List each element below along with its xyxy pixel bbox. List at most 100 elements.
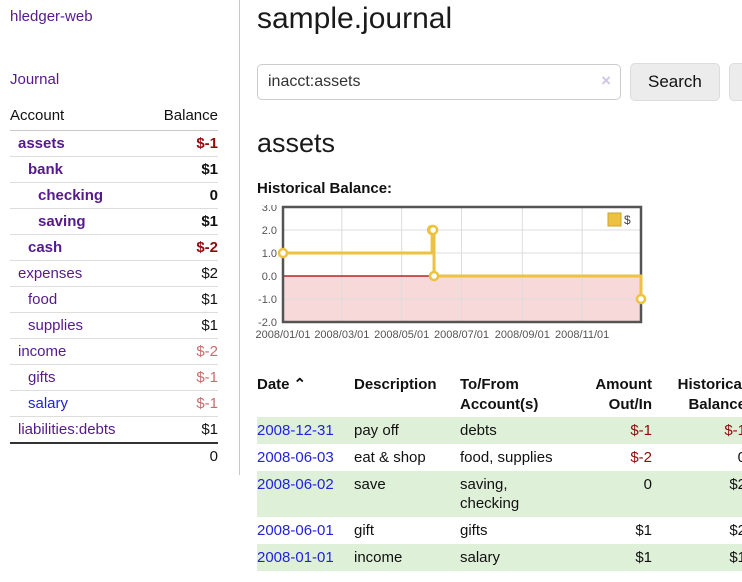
- transaction-date-link[interactable]: 2008-06-03: [257, 449, 334, 466]
- account-link[interactable]: checking: [38, 187, 104, 204]
- chart-title: Historical Balance:: [257, 180, 393, 197]
- svg-text:2008/11/01: 2008/11/01: [555, 329, 609, 341]
- account-link[interactable]: assets: [18, 135, 65, 152]
- account-balance: $1: [147, 416, 218, 443]
- transaction-date-link[interactable]: 2008-06-02: [257, 476, 334, 493]
- account-balance: 0: [147, 182, 218, 209]
- historical-balance-chart: 3.0 2.0 1.0 0.0 -1.0 -2.0 2008/01/01 2008/03/01…: [253, 202, 742, 349]
- search-box: ×: [257, 64, 621, 100]
- transaction-balance: $1: [729, 549, 742, 566]
- account-row: assets $-1: [10, 131, 218, 157]
- main-content: sample.journal × Search ? assets Histori…: [240, 0, 742, 571]
- transaction-description: pay off: [354, 422, 399, 439]
- search-button[interactable]: Search: [630, 63, 720, 101]
- transaction-date-link[interactable]: 2008-06-01: [257, 522, 334, 539]
- app-title-link[interactable]: hledger-web: [10, 8, 93, 25]
- transaction-description: gift: [354, 522, 375, 539]
- account-balance: $1: [147, 312, 218, 339]
- account-heading: assets: [257, 128, 336, 158]
- transaction-balance: $2: [729, 476, 742, 493]
- transaction-date-link[interactable]: 2008-01-01: [257, 549, 334, 566]
- transaction-description: eat & shop: [354, 449, 426, 466]
- register-header-row: Date ⌃ Description To/From Account(s) Amount O…: [257, 373, 742, 417]
- account-balance: $-1: [147, 390, 218, 417]
- svg-text:0.0: 0.0: [262, 271, 277, 283]
- accounts-total-row: 0: [10, 442, 218, 469]
- transaction-balance: 0: [737, 449, 742, 466]
- accounts-table-body: assets $-1 bank $1 checking 0 saving $1 cash $-2 e…: [10, 131, 218, 443]
- transaction-amount: $-2: [630, 449, 652, 466]
- account-balance: $1: [147, 286, 218, 313]
- account-balance: $-2: [147, 234, 218, 261]
- clear-search-icon[interactable]: ×: [601, 71, 611, 90]
- account-link[interactable]: income: [18, 343, 67, 360]
- svg-text:$: $: [624, 213, 631, 227]
- account-row: expenses $2: [10, 260, 218, 287]
- search-row: × Search ?: [257, 63, 742, 101]
- svg-text:2008/03/01: 2008/03/01: [314, 329, 369, 341]
- transaction-description: save: [354, 476, 386, 493]
- caret-up-icon[interactable]: ⌃: [293, 376, 307, 393]
- account-link[interactable]: gifts: [28, 369, 56, 386]
- accounts-header-account: Account: [10, 105, 148, 131]
- svg-text:2008/09/01: 2008/09/01: [495, 329, 550, 341]
- svg-text:-2.0: -2.0: [258, 317, 277, 329]
- account-row: cash $-2: [10, 234, 218, 261]
- page-title: sample.journal: [257, 2, 453, 35]
- transaction-accounts: gifts: [460, 522, 488, 539]
- account-balance: $2: [147, 260, 218, 287]
- transaction-amount: 0: [643, 476, 652, 493]
- transaction-amount: $1: [635, 549, 652, 566]
- svg-text:2008/05/01: 2008/05/01: [374, 329, 429, 341]
- account-link[interactable]: salary: [28, 395, 69, 412]
- transaction-row: 2008-06-03 eat & shop food, supplies $-2 0: [257, 444, 742, 471]
- transaction-row: 2008-01-01 income salary $1 $1: [257, 544, 742, 571]
- svg-text:2.0: 2.0: [262, 225, 277, 237]
- account-link[interactable]: cash: [28, 239, 63, 256]
- register-header-balance: Historical Balance: [677, 376, 742, 413]
- sidebar-item-journal[interactable]: Journal: [10, 71, 60, 88]
- transaction-accounts: salary: [460, 549, 501, 566]
- account-row: salary $-1: [10, 390, 218, 417]
- account-row: bank $1: [10, 156, 218, 183]
- account-row: saving $1: [10, 208, 218, 235]
- svg-text:2008/07/01: 2008/07/01: [434, 329, 489, 341]
- account-link[interactable]: saving: [38, 213, 86, 230]
- account-balance: $-2: [147, 338, 218, 365]
- accounts-total-value: 0: [147, 442, 218, 469]
- account-link[interactable]: bank: [28, 161, 64, 178]
- account-link[interactable]: food: [28, 291, 58, 308]
- transaction-row: 2008-06-01 gift gifts $1 $2: [257, 517, 742, 544]
- account-balance: $1: [147, 208, 218, 235]
- accounts-table: Account Balance assets $-1 bank $1 checking 0…: [10, 105, 218, 469]
- search-help-button[interactable]: ?: [728, 63, 742, 101]
- svg-text:-1.0: -1.0: [258, 294, 277, 306]
- register-header-amount: Amount Out/In: [595, 376, 652, 413]
- account-row: liabilities:debts $1: [10, 416, 218, 443]
- register-table: Date ⌃ Description To/From Account(s) Amount O…: [257, 373, 742, 571]
- register-header-date[interactable]: Date ⌃: [257, 376, 307, 393]
- register-table-body: 2008-12-31 pay off debts $-1 $-1 2008-06-03 ea…: [257, 417, 742, 571]
- svg-text:2008/01/01: 2008/01/01: [255, 329, 310, 341]
- account-row: supplies $1: [10, 312, 218, 339]
- transaction-description: income: [354, 549, 403, 566]
- account-row: gifts $-1: [10, 364, 218, 391]
- account-row: checking 0: [10, 182, 218, 209]
- transaction-accounts: saving, checking: [460, 476, 520, 512]
- register-header-description: Description: [354, 376, 437, 393]
- transaction-date-link[interactable]: 2008-12-31: [257, 422, 334, 439]
- search-input[interactable]: [257, 64, 621, 100]
- transaction-accounts: food, supplies: [460, 449, 553, 466]
- account-link[interactable]: expenses: [18, 265, 83, 282]
- register-header-accounts: To/From Account(s): [460, 376, 539, 413]
- account-balance: $1: [147, 156, 218, 183]
- account-row: food $1: [10, 286, 218, 313]
- transaction-amount: $-1: [630, 422, 652, 439]
- account-link[interactable]: liabilities:debts: [18, 421, 116, 438]
- transaction-row: 2008-06-02 save saving, checking 0 $2: [257, 471, 742, 517]
- account-link[interactable]: supplies: [28, 317, 84, 334]
- svg-text:1.0: 1.0: [262, 248, 277, 260]
- transaction-amount: $1: [635, 522, 652, 539]
